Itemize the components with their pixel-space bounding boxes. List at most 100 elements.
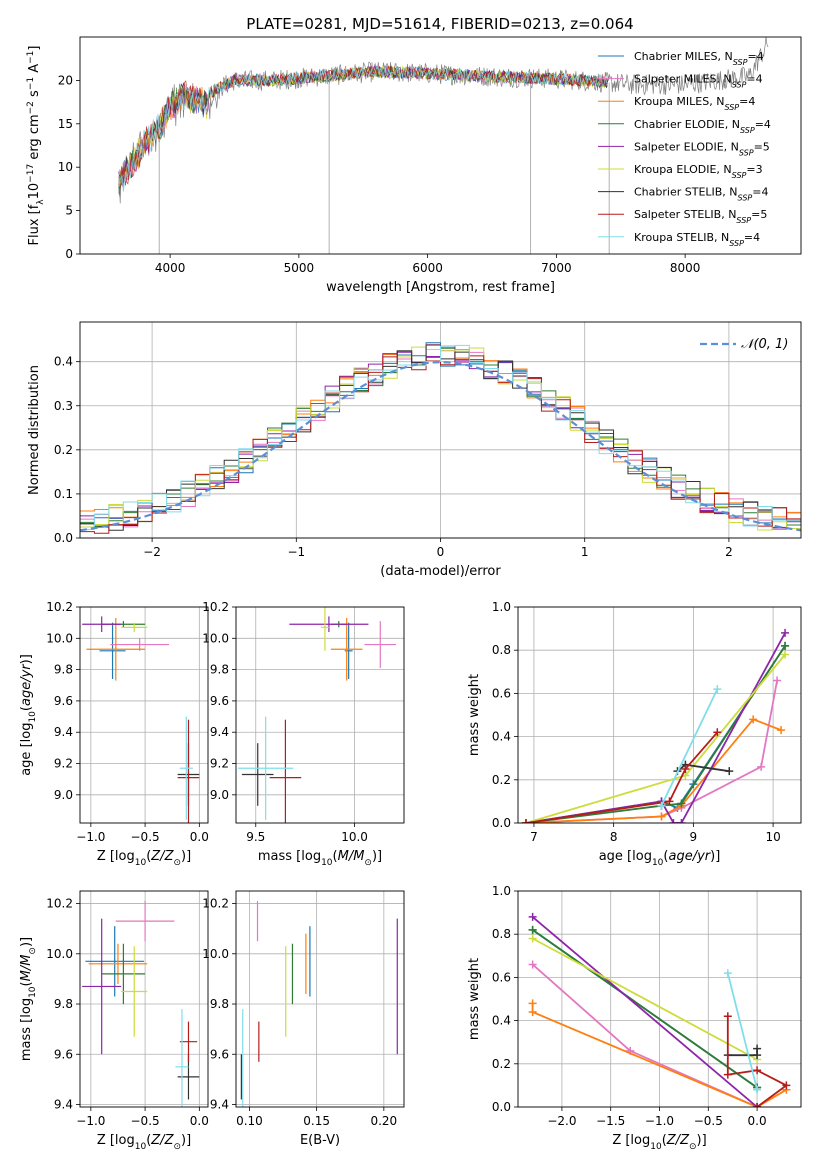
x-axis-label: wavelength [Angstrom, rest frame] <box>326 280 555 295</box>
weight_vs_age-marks <box>521 628 790 823</box>
legend-entry: Salpeter MILES, NSSP=4 <box>634 73 763 90</box>
model-spectrum-line <box>118 66 608 197</box>
y-tick-label: 9.4 <box>210 1097 229 1111</box>
y-tick-label: 9.8 <box>210 997 229 1011</box>
mass-weight-marker <box>528 912 537 921</box>
label-part: )] <box>19 937 34 947</box>
errorbar-point <box>237 716 294 820</box>
x-tick-label: 9.5 <box>246 830 265 844</box>
errorbar-point <box>179 716 193 820</box>
age_vs_mass-panel: 9.5 10.0 9.0 9.2 9.4 9.6 9.8 10.0 10.2 mass [log1… <box>202 600 405 868</box>
mass-weight-line <box>532 916 758 1107</box>
label-part: ] <box>27 46 42 51</box>
y-tick-label: 5 <box>65 204 73 218</box>
x-tick-label: 8 <box>610 830 618 844</box>
label-part: λ <box>36 199 46 205</box>
label-part: Kroupa MILES, N <box>634 95 724 108</box>
label-part: −2 <box>26 101 36 114</box>
y-tick-label: 0.0 <box>54 531 73 545</box>
y-tick-label: 0.4 <box>492 1014 511 1028</box>
mass-weight-marker <box>657 801 666 810</box>
label-part: Z [log <box>612 1133 650 1148</box>
label-part: SSP <box>729 238 744 247</box>
mass-weight-marker <box>723 1012 732 1021</box>
label-part: erg cm <box>27 114 42 163</box>
y-tick-label: 10.2 <box>46 600 73 614</box>
label-part: SSP <box>732 171 747 180</box>
label-part: )] <box>372 849 382 864</box>
label-part: Chabrier ELODIE, N <box>634 118 740 131</box>
y-tick-label: 9.8 <box>54 663 73 677</box>
y-tick-label: 9.2 <box>54 757 73 771</box>
label-part: Z [log <box>97 1133 135 1148</box>
label-part: 10 <box>321 858 333 868</box>
y-tick-label: 0.0 <box>492 1100 511 1114</box>
model-spectrum-line <box>118 66 608 192</box>
y-tick-label: 9.6 <box>54 1047 73 1061</box>
x-tick-label: 2 <box>725 545 733 559</box>
legend-entry: Chabrier ELODIE, NSSP=4 <box>634 118 771 135</box>
errorbar-point <box>82 918 122 1055</box>
mass-weight-line <box>525 645 786 823</box>
axes-frame <box>517 606 802 824</box>
label-part: s <box>27 90 42 101</box>
y-axis-label: mass weight <box>467 958 482 1040</box>
histogram-step <box>80 344 801 538</box>
y-tick-label: 10.2 <box>46 897 73 911</box>
label-part: )] <box>181 849 191 864</box>
age_vs_mass-marks <box>237 607 397 823</box>
x-tick-label: −1.0 <box>76 830 105 844</box>
label-part: =5 <box>754 140 770 153</box>
mass-weight-marker <box>528 925 537 934</box>
y-tick-label: 9.8 <box>210 663 229 677</box>
label-part: =4 <box>755 118 771 131</box>
mass-weight-marker <box>781 641 790 650</box>
axes-frame <box>235 606 405 824</box>
label-part: 10 <box>28 711 38 723</box>
mass-weight-marker <box>749 715 758 724</box>
axes-frame <box>79 36 802 255</box>
x-tick-label: 9 <box>690 830 698 844</box>
mass-weight-line <box>525 645 786 823</box>
y-tick-label: 9.6 <box>54 694 73 708</box>
mass-weight-marker <box>528 999 537 1008</box>
model-spectrum-line <box>118 65 608 190</box>
label-part: ( <box>333 849 338 864</box>
errorbar-point <box>82 616 122 633</box>
model-spectrum-line <box>118 65 608 185</box>
mass-weight-line <box>525 653 786 823</box>
label-part: 10 <box>27 183 42 200</box>
mass-weight-marker <box>723 1070 732 1079</box>
label-part: =4 <box>752 186 768 199</box>
x-tick-label: 10.0 <box>341 830 368 844</box>
spectrum-panel: 4000 5000 6000 7000 8000 0 5 10 15 20 wavelength [… <box>26 36 802 295</box>
y-tick-label: 0.1 <box>54 487 73 501</box>
label-part: ( <box>663 849 668 864</box>
x-tick-label: 0 <box>437 545 445 559</box>
label-part: SSP <box>736 216 751 225</box>
mass-weight-line <box>532 937 758 1061</box>
y-tick-label: 9.0 <box>210 788 229 802</box>
label-part: ⊙ <box>689 1142 697 1152</box>
label-part: Z/Z <box>150 849 174 864</box>
y-axis-label: Flux [fλ10−17 erg cm−2 s−1 A−1] <box>26 46 46 246</box>
legend-entry: Chabrier MILES, NSSP=4 <box>634 50 764 67</box>
mass-weight-marker <box>753 1044 762 1053</box>
x-tick-label: 0.20 <box>370 1114 397 1128</box>
y-tick-label: 1.0 <box>492 884 511 898</box>
mass-weight-marker <box>781 628 790 637</box>
legend-entry: Salpeter STELIB, NSSP=5 <box>634 208 767 225</box>
label-part: age/yr <box>668 849 711 864</box>
label-part: Z/Z <box>666 1133 690 1148</box>
mass-weight-marker <box>782 1081 791 1090</box>
label-part: mass [log <box>19 998 34 1061</box>
mass-weight-line <box>532 929 758 1089</box>
model-spectrum-line <box>118 64 608 186</box>
label-part: −1 <box>26 77 36 90</box>
label-part: 10 <box>135 858 147 868</box>
x-tick-label: 0.0 <box>190 830 209 844</box>
label-part: =4 <box>739 95 755 108</box>
x-tick-label: 5000 <box>284 261 315 275</box>
label-part: ⊙ <box>173 858 181 868</box>
